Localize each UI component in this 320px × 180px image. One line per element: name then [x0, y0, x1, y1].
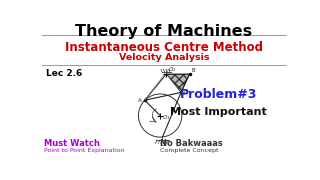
Text: Theory of Machines: Theory of Machines [76, 24, 252, 39]
Text: A: A [138, 98, 141, 103]
Text: Velocity Analysis: Velocity Analysis [119, 53, 209, 62]
Text: No Bakwaaas: No Bakwaaas [160, 139, 223, 148]
Text: $O_1$: $O_1$ [163, 113, 171, 122]
Text: C: C [183, 90, 187, 95]
Text: Complete Concept: Complete Concept [160, 148, 219, 154]
Text: Point to Point Explanation: Point to Point Explanation [44, 148, 124, 154]
Polygon shape [166, 74, 189, 93]
Text: D: D [160, 142, 164, 147]
Text: Instantaneous Centre Method: Instantaneous Centre Method [65, 40, 263, 53]
Text: Most Important: Most Important [170, 107, 267, 117]
Text: B: B [191, 68, 195, 73]
Text: Must Watch: Must Watch [44, 139, 100, 148]
Text: $O_2$: $O_2$ [168, 65, 176, 74]
Text: Problem#3: Problem#3 [180, 88, 257, 101]
Text: Lec 2.6: Lec 2.6 [46, 69, 83, 78]
